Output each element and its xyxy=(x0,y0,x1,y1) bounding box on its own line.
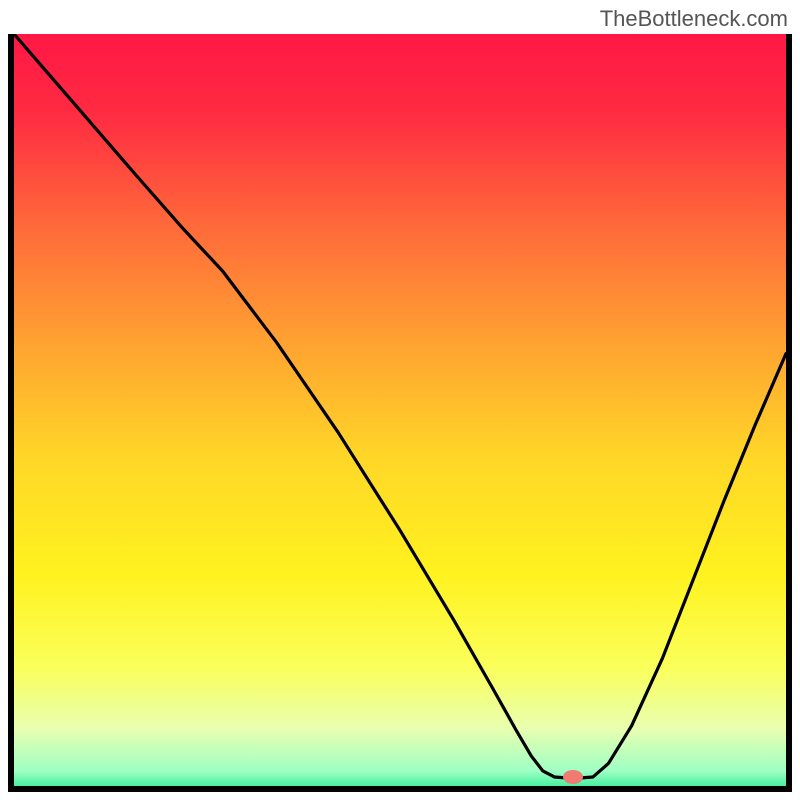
bottleneck-curve xyxy=(14,34,786,786)
watermark-text: TheBottleneck.com xyxy=(600,6,788,32)
chart-frame xyxy=(8,34,792,792)
optimal-point-marker xyxy=(563,770,583,784)
